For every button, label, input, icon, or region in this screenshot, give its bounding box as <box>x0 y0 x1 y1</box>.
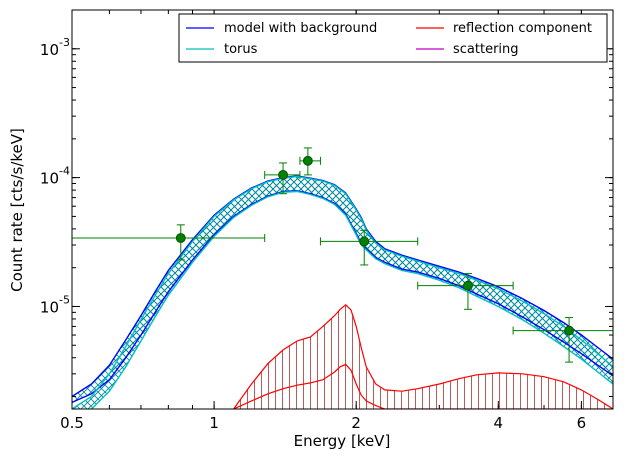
x-tick-label: 1 <box>209 414 219 432</box>
torus-band <box>72 176 613 409</box>
x-tick-label: 0.5 <box>60 414 84 432</box>
legend-label-model: model with background <box>224 21 377 36</box>
data-point-1 <box>264 162 301 195</box>
x-axis-label: Energy [keV] <box>294 432 391 450</box>
y-axis-label: Count rate [cts/s/keV] <box>8 128 26 292</box>
legend-label-reflection: reflection component <box>453 21 592 36</box>
data-marker <box>359 236 370 247</box>
data-marker <box>175 233 186 243</box>
legend-label-scattering: scattering <box>453 42 519 57</box>
data-point-0 <box>72 224 266 261</box>
legend: model with background torus reflection c… <box>178 13 608 63</box>
y-tick-exponent: -4 <box>59 165 70 178</box>
y-tick-label: 10 <box>40 41 59 59</box>
axis-ticks: 0.5 1 2 4 610-510-410-3 <box>40 10 613 432</box>
data-point-2 <box>299 147 321 176</box>
plot-frame <box>71 9 614 410</box>
x-tick-label: 6 <box>577 414 587 432</box>
data-marker <box>463 280 473 291</box>
data-marker <box>302 155 313 166</box>
plot-area <box>72 147 613 409</box>
torus-upper-line <box>72 175 613 409</box>
y-tick-exponent: -5 <box>59 293 70 306</box>
y-tick-exponent: -3 <box>59 36 70 49</box>
torus-lower-line <box>90 190 613 409</box>
data-point-5 <box>512 317 613 363</box>
data-marker <box>278 169 288 180</box>
legend-box <box>178 13 608 63</box>
model-with-background-lower-line <box>72 190 613 404</box>
data-point-3 <box>319 229 419 266</box>
legend-label-torus: torus <box>224 42 258 57</box>
x-tick-label: 4 <box>494 414 504 432</box>
reflection-component-upper-line <box>233 303 613 409</box>
reflection-component-lower-line <box>233 363 613 409</box>
data-marker <box>564 325 574 336</box>
x-tick-label: 2 <box>351 414 361 432</box>
data-point-4 <box>417 273 514 310</box>
y-tick-label: 10 <box>40 170 59 188</box>
y-tick-label: 10 <box>40 298 59 316</box>
